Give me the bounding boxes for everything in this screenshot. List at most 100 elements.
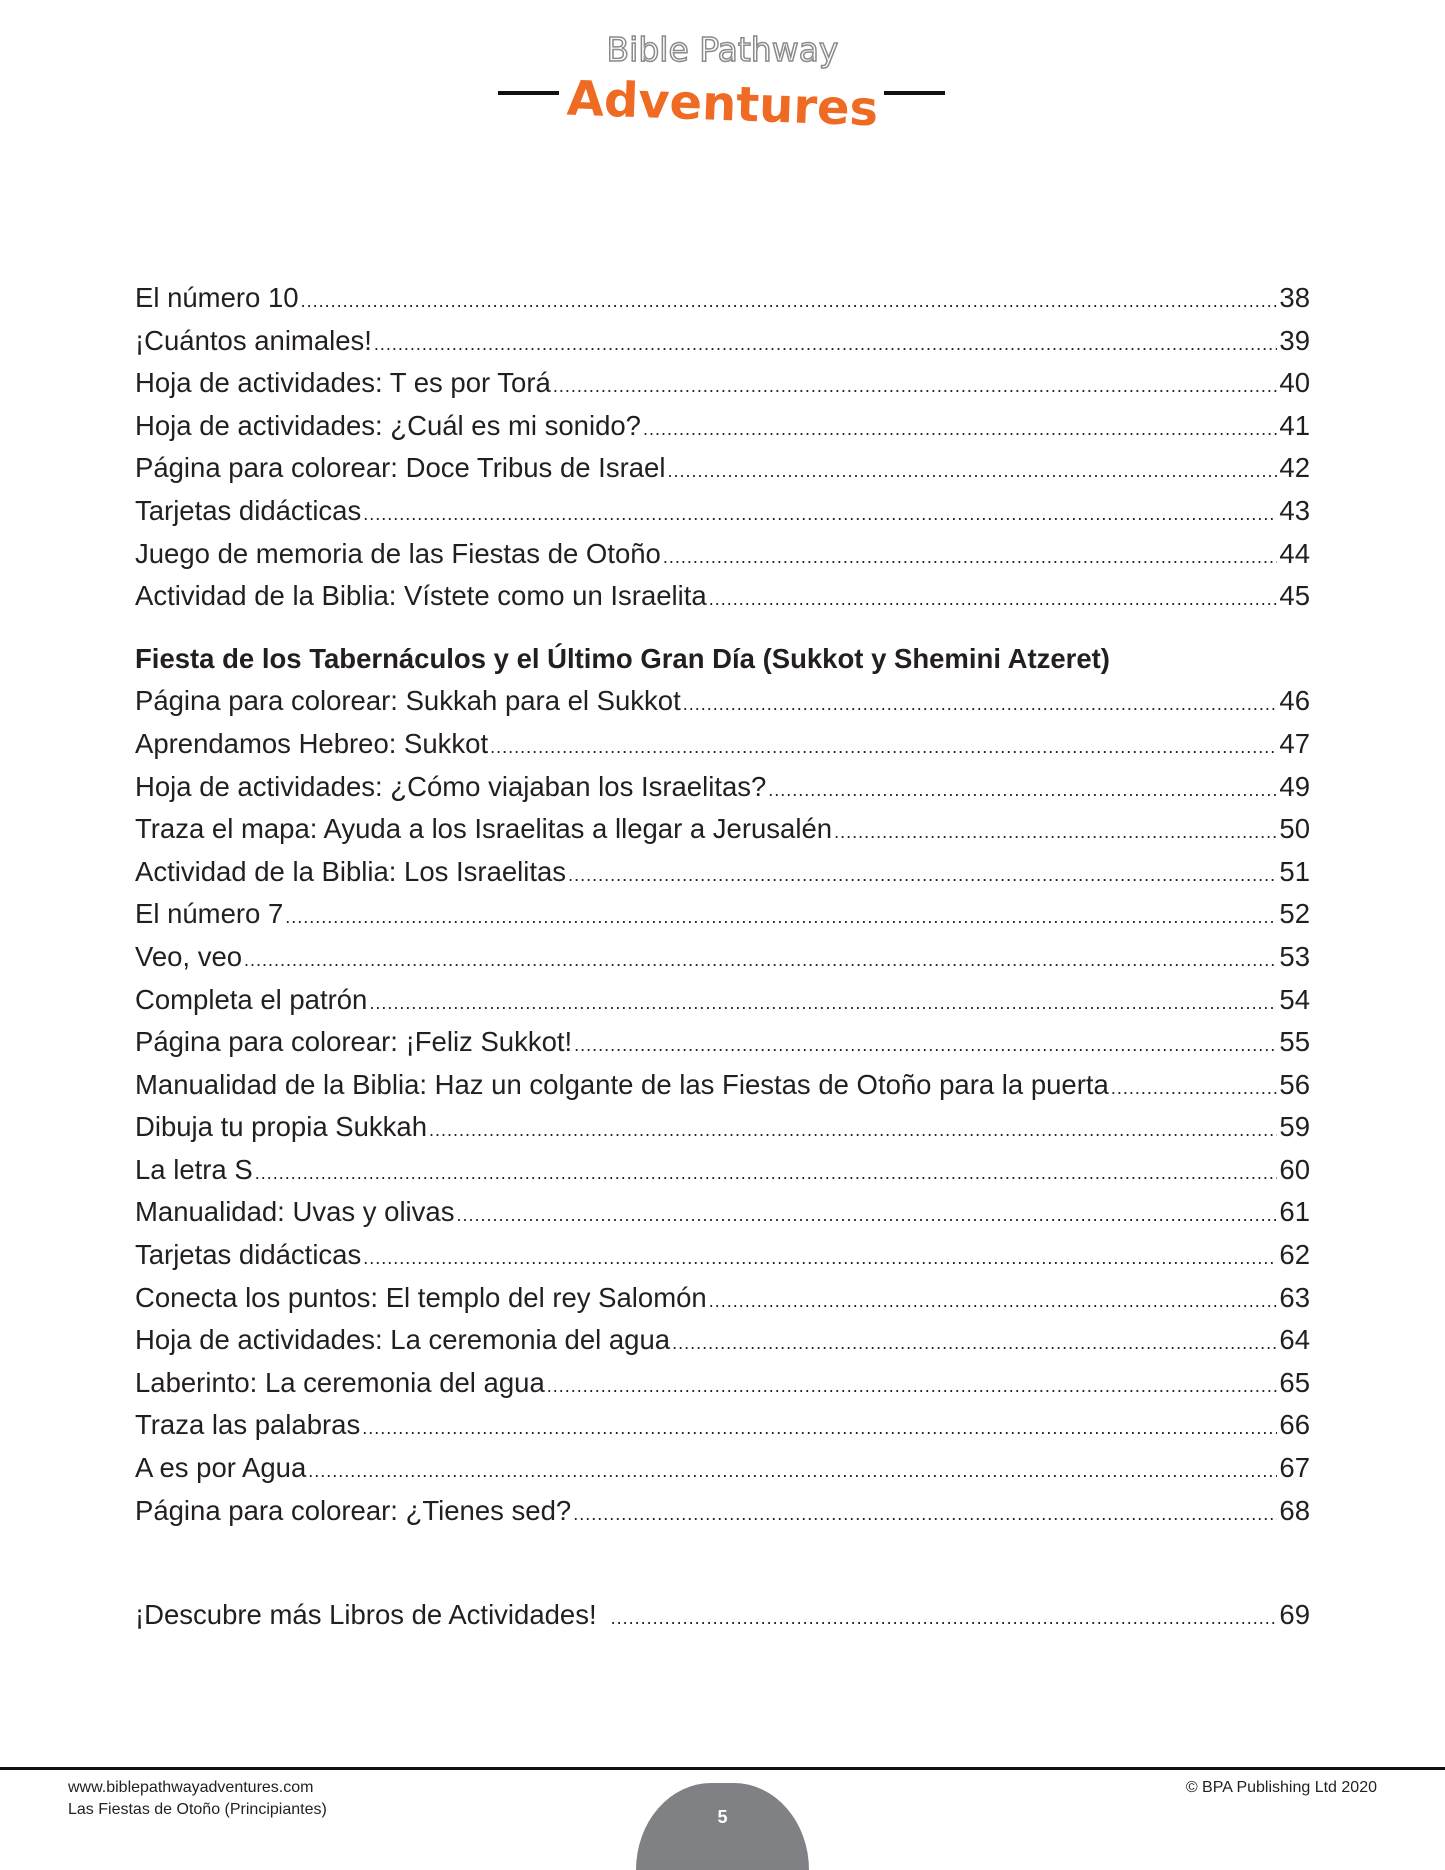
toc-entry[interactable]: Veo, veo 53 (135, 941, 1310, 984)
toc-entry[interactable]: Hoja de actividades: ¿Cuál es mi sonido?… (135, 410, 1310, 453)
toc-entry-page: 63 (1279, 1281, 1310, 1313)
toc-entry[interactable]: Hoja de actividades: ¿Cómo viajaban los … (135, 771, 1310, 814)
toc-entry[interactable]: ¡Cuántos animales! 39 (135, 325, 1310, 368)
toc-entry[interactable]: Actividad de la Biblia: Los Israelitas 51 (135, 856, 1310, 899)
toc-entry-title: Veo, veo (135, 940, 243, 972)
toc-entry-page: 44 (1279, 537, 1310, 569)
toc-entry[interactable]: Traza las palabras 66 (135, 1409, 1310, 1452)
dot-leader (672, 1333, 1277, 1354)
toc-entry-page: 55 (1279, 1026, 1310, 1058)
logo-text-top: Bible Pathway (606, 29, 839, 70)
toc-entry[interactable]: Traza el mapa: Ayuda a los Israelitas a … (135, 813, 1310, 856)
toc-entry[interactable]: Hoja de actividades: La ceremonia del ag… (135, 1324, 1310, 1367)
toc-entry-page: 65 (1279, 1366, 1310, 1398)
toc-entry[interactable]: Página para colorear: ¿Tienes sed? 68 (135, 1495, 1310, 1538)
logo-right-rule (884, 91, 945, 95)
dot-leader (456, 1205, 1277, 1226)
toc-entry[interactable]: Tarjetas didácticas 62 (135, 1239, 1310, 1282)
footer-copyright: © BPA Publishing Ltd 2020 (1185, 1779, 1377, 1796)
toc-entry-page: 68 (1279, 1494, 1310, 1526)
footer-website[interactable]: www.biblepathwayadventures.com (68, 1779, 314, 1796)
toc-entry-title: La letra S (135, 1153, 253, 1185)
dot-leader (429, 1120, 1277, 1141)
logo-left-rule (498, 91, 559, 95)
toc-entry-title: Laberinto: La ceremonia del agua (135, 1366, 545, 1398)
toc-entry[interactable]: Página para colorear: Doce Tribus de Isr… (135, 452, 1310, 495)
toc-entry-title: Hoja de actividades: T es por Torá (135, 367, 551, 399)
toc-entry[interactable]: Hoja de actividades: T es por Torá 40 (135, 367, 1310, 410)
toc-entry[interactable]: El número 7 52 (135, 898, 1310, 941)
toc-entry[interactable]: Conecta los puntos: El templo del rey Sa… (135, 1282, 1310, 1325)
toc-entry[interactable]: La letra S 60 (135, 1154, 1310, 1197)
toc-entry-page: 69 (1279, 1599, 1310, 1631)
dot-leader (683, 694, 1278, 715)
toc-entry-page: 59 (1279, 1111, 1310, 1143)
toc-entry[interactable]: Aprendamos Hebreo: Sukkot 47 (135, 728, 1310, 771)
dot-leader (363, 504, 1277, 525)
toc-entry-final[interactable]: ¡Descubre más Libros de Actividades! 69 (135, 1599, 1310, 1642)
toc-entry-title: Juego de memoria de las Fiestas de Otoño (135, 537, 661, 569)
toc-entry-title: Hoja de actividades: ¿Cómo viajaban los … (135, 770, 767, 802)
toc-entry-title: Tarjetas didácticas (135, 1239, 362, 1271)
toc-entry-title: Página para colorear: ¿Tienes sed? (135, 1494, 572, 1526)
dot-leader (374, 334, 1277, 355)
table-of-contents: El número 10 38 ¡Cuántos animales! 39 Hoja d… (135, 282, 1310, 1642)
dot-leader (709, 589, 1278, 610)
dot-leader (244, 950, 1277, 971)
dot-leader (547, 1376, 1278, 1397)
toc-entry-page: 45 (1279, 580, 1310, 612)
footer-book-title: Las Fiestas de Otoño (Principiantes) (68, 1801, 327, 1818)
dot-leader (667, 461, 1277, 482)
toc-entry[interactable]: Completa el patrón 54 (135, 984, 1310, 1027)
dot-leader (301, 291, 1278, 312)
toc-entry-page: 42 (1279, 452, 1310, 484)
toc-entry-page: 46 (1279, 685, 1310, 717)
toc-entry-page: 66 (1279, 1409, 1310, 1441)
toc-entry-title: Página para colorear: Doce Tribus de Isr… (135, 452, 666, 484)
toc-entry-title: Página para colorear: Sukkah para el Suk… (135, 685, 681, 717)
toc-entry-page: 51 (1279, 855, 1310, 887)
toc-entry-page: 40 (1279, 367, 1310, 399)
toc-entry-title: Página para colorear: ¡Feliz Sukkot! (135, 1026, 573, 1058)
page-number: 5 (717, 1807, 728, 1827)
toc-entry[interactable]: Página para colorear: Sukkah para el Suk… (135, 685, 1310, 728)
toc-entry[interactable]: Actividad de la Biblia: Vístete como un … (135, 580, 1310, 623)
toc-entry[interactable]: El número 10 38 (135, 282, 1310, 325)
toc-entry-page: 43 (1279, 494, 1310, 526)
dot-leader (768, 780, 1277, 801)
dot-leader (574, 1035, 1277, 1056)
dot-leader (643, 419, 1277, 440)
toc-entry[interactable]: Juego de memoria de las Fiestas de Otoño… (135, 538, 1310, 581)
toc-entry-title: Hoja de actividades: ¿Cuál es mi sonido? (135, 409, 641, 441)
toc-entry-title: Actividad de la Biblia: Vístete como un … (135, 580, 707, 612)
dot-leader (363, 1248, 1277, 1269)
dot-leader (568, 865, 1277, 886)
dot-leader (553, 376, 1278, 397)
dot-leader (255, 1163, 1278, 1184)
toc-entry[interactable]: Manualidad: Uvas y olivas 61 (135, 1196, 1310, 1239)
toc-entry-page: 67 (1279, 1452, 1310, 1484)
toc-entry-page: 41 (1279, 409, 1310, 441)
dot-leader (834, 822, 1277, 843)
toc-entry[interactable]: A es por Agua 67 (135, 1452, 1310, 1495)
toc-entry-title: El número 10 (135, 282, 299, 313)
toc-entry-page: 39 (1279, 324, 1310, 356)
footer-rule (0, 1767, 1445, 1770)
dot-leader (611, 1608, 1278, 1629)
toc-entry[interactable]: Tarjetas didácticas 43 (135, 495, 1310, 538)
toc-entry-page: 54 (1279, 983, 1310, 1015)
toc-entry[interactable]: Laberinto: La ceremonia del agua 65 (135, 1367, 1310, 1410)
dot-leader (369, 993, 1277, 1014)
toc-entry-title: Manualidad: Uvas y olivas (135, 1196, 455, 1228)
toc-entry-page: 60 (1279, 1153, 1310, 1185)
toc-entry[interactable]: Página para colorear: ¡Feliz Sukkot! 55 (135, 1026, 1310, 1069)
toc-entry-page: 53 (1279, 940, 1310, 972)
toc-entry[interactable]: Dibuja tu propia Sukkah 59 (135, 1111, 1310, 1154)
toc-entry-page: 61 (1279, 1196, 1310, 1228)
toc-entry-title: Actividad de la Biblia: Los Israelitas (135, 855, 567, 887)
toc-entry-page: 38 (1279, 282, 1310, 313)
toc-entry-title: Dibuja tu propia Sukkah (135, 1111, 427, 1143)
toc-entry-title: Conecta los puntos: El templo del rey Sa… (135, 1281, 707, 1313)
toc-entry[interactable]: Manualidad de la Biblia: Haz un colgante… (135, 1069, 1310, 1112)
